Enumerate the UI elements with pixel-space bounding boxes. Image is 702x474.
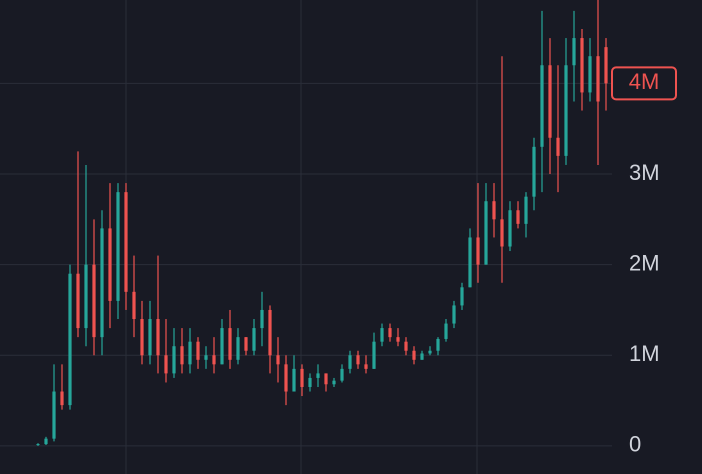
candle-body (228, 328, 232, 360)
candle-body (532, 146, 536, 197)
candle-body (164, 355, 168, 374)
candle-body (188, 341, 192, 365)
candle-body (316, 373, 320, 378)
candle-body (540, 65, 544, 147)
candle-body (380, 328, 384, 342)
candle-body (308, 377, 312, 387)
candle-body (172, 346, 176, 374)
candle-body (564, 65, 568, 156)
candle-body (372, 341, 376, 369)
candle-body (588, 56, 592, 93)
y-tick-label: 2M (629, 250, 660, 275)
price-tag: 4M (611, 66, 677, 101)
candle-body (548, 65, 552, 138)
candle-body (52, 391, 56, 439)
candle-body (180, 346, 184, 365)
candle-body (572, 38, 576, 66)
candle-body (524, 196, 528, 224)
price-tag-box (611, 66, 677, 101)
candle-body (252, 328, 256, 351)
candle-body (44, 438, 48, 445)
candle-body (204, 355, 208, 360)
candle-body (436, 338, 440, 351)
candle-body (596, 56, 600, 102)
candle-body (244, 337, 248, 351)
candle-body (428, 350, 432, 354)
candle-body (468, 237, 472, 288)
y-tick-label: 0 (629, 432, 641, 457)
y-tick-label: 5M (629, 0, 660, 4)
candle-body (452, 305, 456, 324)
candle-body (36, 444, 40, 446)
candle-body (132, 291, 136, 320)
candle-body (516, 210, 520, 224)
candle-body (556, 137, 560, 156)
candle-body (492, 201, 496, 220)
candle-body (412, 350, 416, 360)
candle-body (500, 219, 504, 247)
candle-body (332, 380, 336, 385)
candle-body (92, 264, 96, 338)
candle-body (292, 368, 296, 392)
candle-body (84, 264, 88, 329)
grid (0, 82, 612, 447)
candle-body (444, 323, 448, 339)
candle-body (364, 364, 368, 369)
candle-body (220, 328, 224, 365)
candle-body (324, 373, 328, 385)
candle-body (604, 47, 608, 84)
candle-body (300, 368, 304, 387)
price-tag-label: 4M (629, 69, 660, 94)
candle-body (268, 309, 272, 356)
candle-body (212, 355, 216, 365)
candle-body (196, 341, 200, 360)
candle-body (356, 355, 360, 365)
candle-body (68, 273, 72, 406)
candle-body (76, 273, 80, 329)
candle-body (484, 201, 488, 265)
candle-body (116, 192, 120, 301)
candle-body (148, 319, 152, 356)
candle-body (60, 391, 64, 406)
y-tick-label: 3M (629, 160, 660, 185)
candle-body (100, 228, 104, 338)
candle-body (460, 287, 464, 306)
candle-body (156, 319, 160, 356)
candle-body (236, 337, 240, 360)
candle-body (124, 192, 128, 292)
candle-body (108, 228, 112, 301)
candle-body (388, 328, 392, 338)
candle-body (580, 38, 584, 93)
candle-body (404, 341, 408, 351)
candle-body (276, 355, 280, 365)
candle-body (340, 368, 344, 381)
candle-body (140, 319, 144, 356)
candles (36, 0, 608, 446)
candle-body (420, 353, 424, 360)
candle-body (396, 337, 400, 342)
candle-body (284, 364, 288, 392)
y-tick-label: 1M (629, 341, 660, 366)
candle-body (348, 355, 352, 369)
candle-body (476, 237, 480, 265)
candle-body (260, 309, 264, 329)
candle-body (508, 210, 512, 247)
